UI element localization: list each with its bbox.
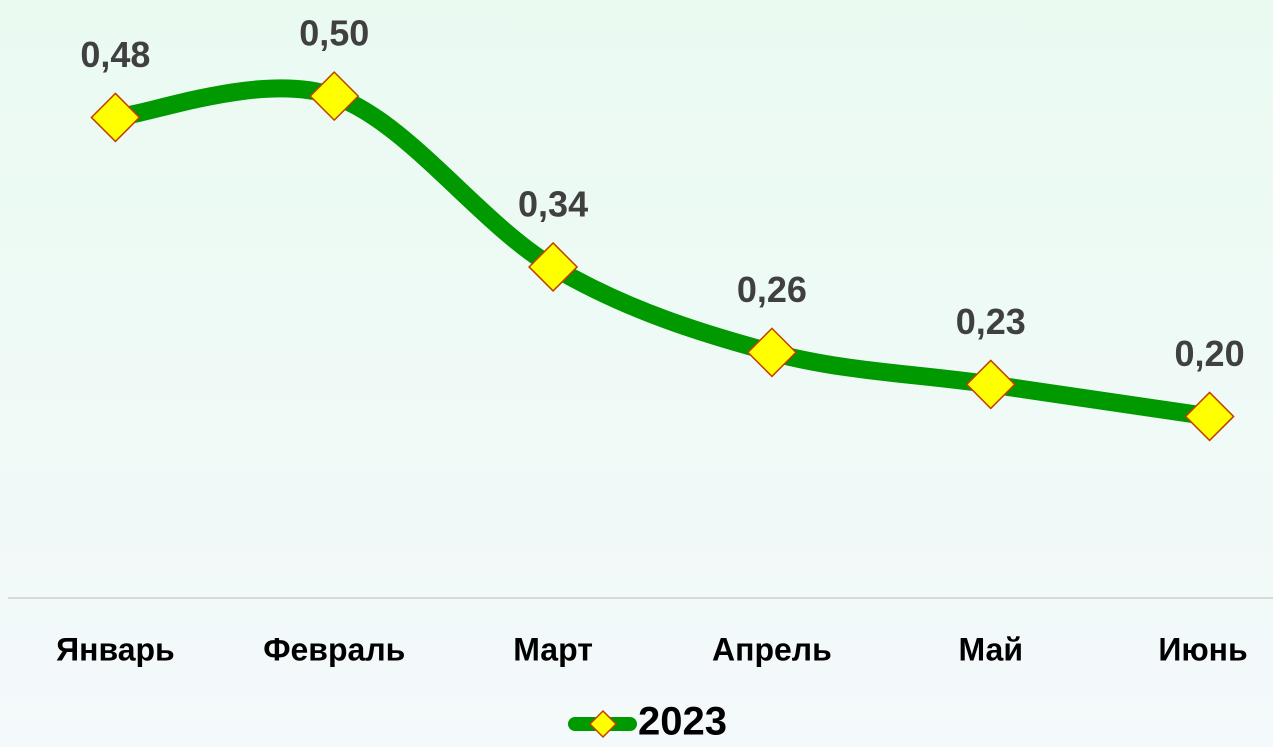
marker — [965, 359, 1016, 410]
data-label: 0,34 — [518, 183, 588, 224]
data-label: 0,20 — [1175, 333, 1245, 374]
data-label: 0,48 — [80, 34, 150, 75]
x-tick-label: Май — [958, 631, 1023, 667]
marker — [528, 241, 579, 293]
marker — [1184, 391, 1235, 442]
marker — [746, 327, 797, 378]
x-tick-label: Январь — [56, 631, 175, 667]
legend-marker — [588, 709, 618, 739]
x-tick-label: Март — [513, 631, 593, 667]
x-tick-label: Июнь — [1158, 631, 1247, 667]
data-label: 0,26 — [737, 269, 807, 310]
x-tick-label: Апрель — [712, 631, 832, 667]
legend-label: 2023 — [638, 700, 727, 744]
x-tick-label: Февраль — [263, 631, 405, 667]
marker — [90, 92, 141, 143]
data-label: 0,23 — [956, 301, 1026, 342]
data-label: 0,50 — [299, 13, 369, 54]
marker — [309, 71, 360, 122]
